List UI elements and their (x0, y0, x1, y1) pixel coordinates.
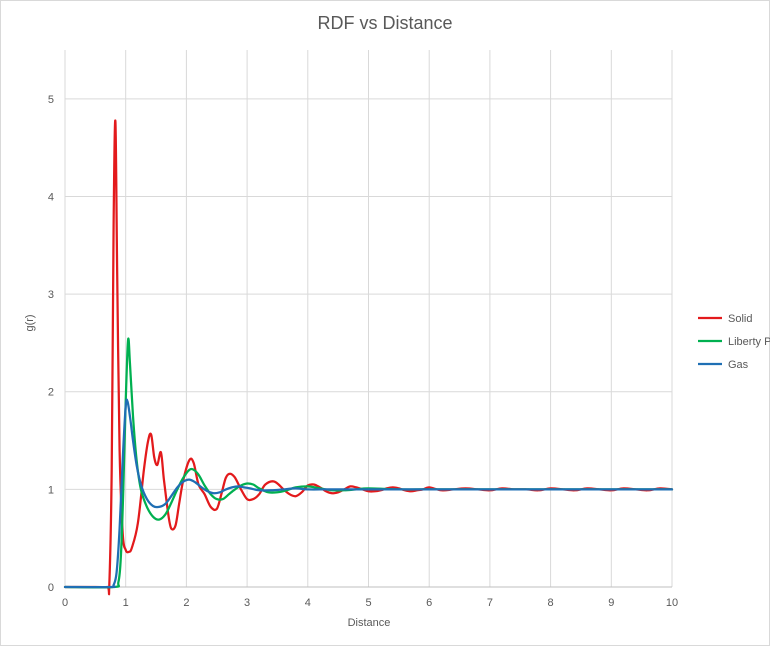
y-tick-label: 3 (48, 289, 54, 301)
x-tick-label: 1 (123, 597, 129, 609)
x-tick-label: 3 (244, 597, 250, 609)
chart-title: RDF vs Distance (317, 13, 452, 33)
y-tick-label: 4 (48, 191, 54, 203)
legend-label-solid: Solid (728, 313, 752, 325)
legend: Solid Liberty Placeholder Gas (698, 313, 770, 371)
y-tick-label: 0 (48, 582, 54, 594)
x-tick-label: 7 (487, 597, 493, 609)
x-tick-label: 2 (183, 597, 189, 609)
legend-label-liberty-placeholder: Liberty Placeholder (728, 336, 770, 348)
series-line-gas (63, 398, 674, 589)
y-tick-label: 1 (48, 484, 54, 496)
x-tick-label: 5 (365, 597, 371, 609)
y-axis-title: g(r) (24, 314, 36, 331)
x-tick-label: 10 (666, 597, 678, 609)
x-axis-title: Distance (348, 617, 391, 629)
legend-label-gas: Gas (728, 359, 749, 371)
x-tick-label: 9 (608, 597, 614, 609)
x-tick-label: 4 (305, 597, 311, 609)
x-tick-label: 0 (62, 597, 68, 609)
x-tick-label: 6 (426, 597, 432, 609)
axes: 0 1 2 3 4 5 6 7 8 9 10 0 1 2 3 4 5 (48, 50, 678, 609)
y-tick-label: 2 (48, 387, 54, 399)
series-lines (63, 119, 674, 596)
x-tick-label: 8 (548, 597, 554, 609)
y-tick-label: 5 (48, 94, 54, 106)
